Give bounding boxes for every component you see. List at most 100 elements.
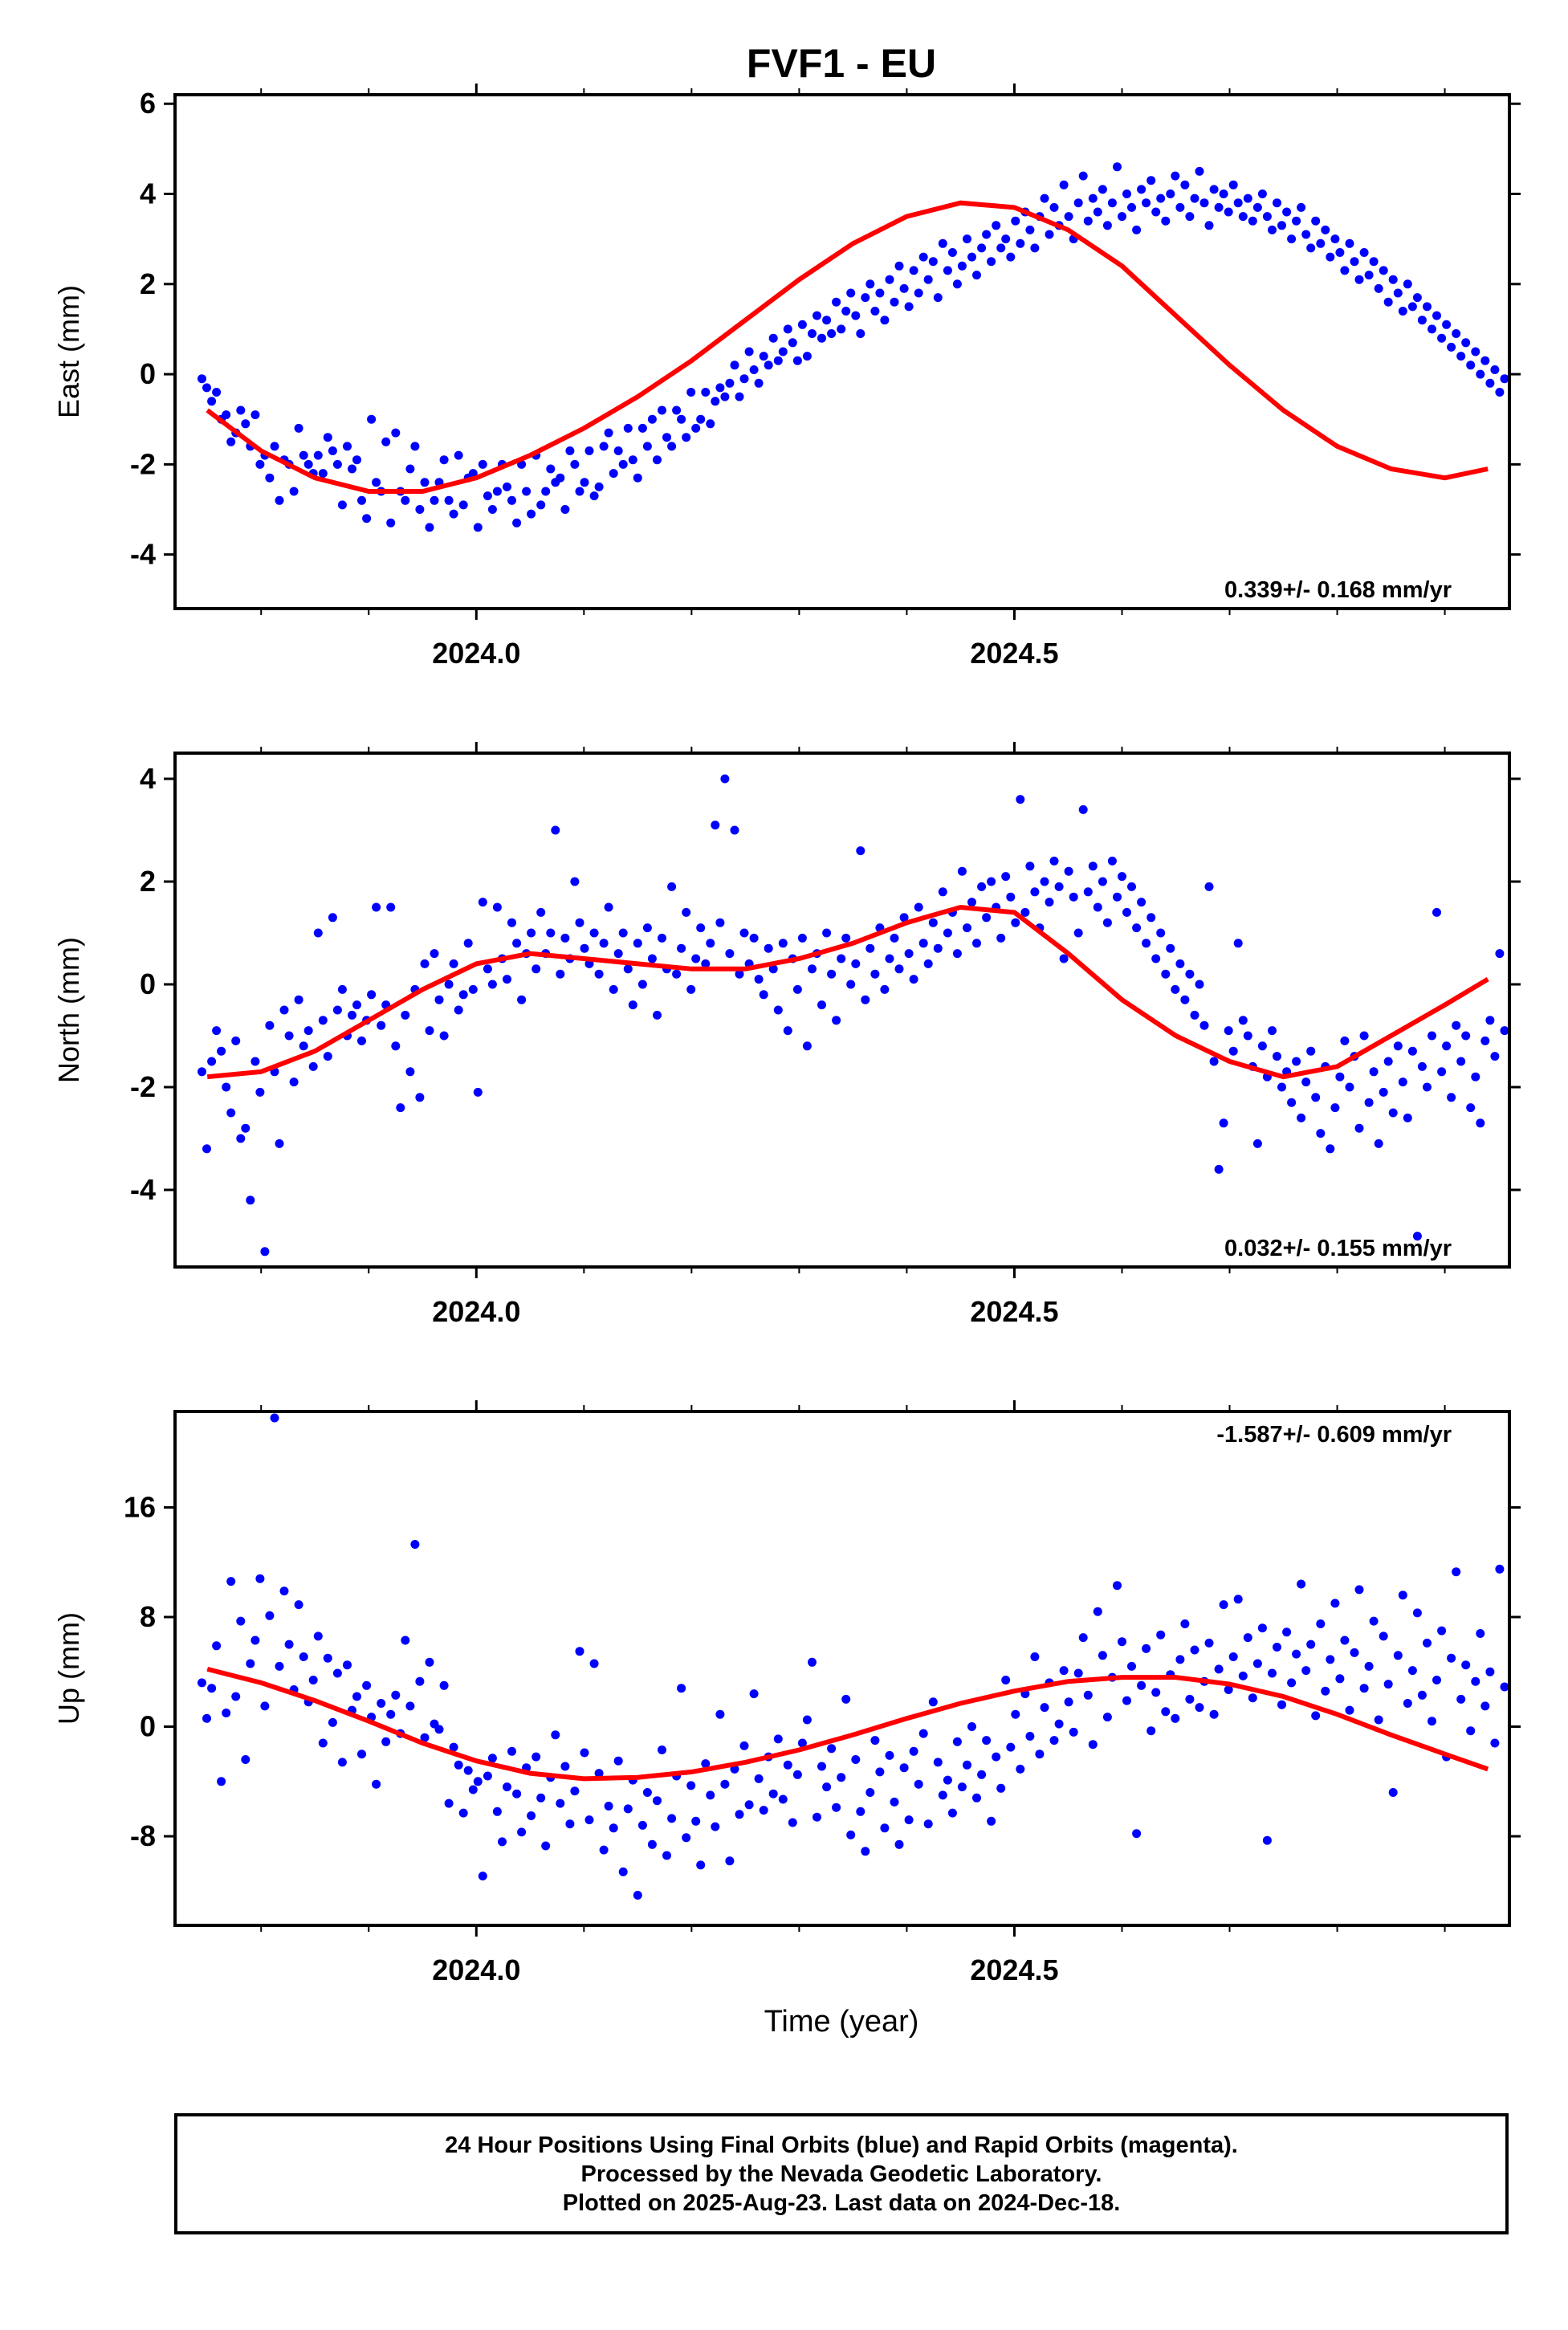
north-data-point [1049, 856, 1059, 866]
north-data-point [236, 1134, 246, 1143]
east-data-point [473, 523, 483, 532]
north-data-point [1093, 902, 1102, 912]
north-data-point [749, 933, 759, 943]
east-data-point [487, 505, 497, 514]
up-data-point [377, 1699, 386, 1708]
north-data-point [613, 949, 623, 959]
up-data-point [1461, 1660, 1471, 1670]
east-x-tick-label: 2024.5 [970, 637, 1058, 670]
up-data-point [386, 1709, 396, 1719]
north-data-point [1268, 1026, 1277, 1036]
east-data-point [647, 414, 657, 424]
north-data-point [1122, 907, 1131, 917]
east-data-point [662, 433, 671, 442]
east-data-point [1016, 238, 1025, 248]
east-data-point [1156, 193, 1166, 203]
north-data-point [323, 1052, 332, 1061]
east-data-point [1204, 221, 1214, 230]
up-data-point [841, 1694, 851, 1704]
up-data-point [1113, 1581, 1122, 1591]
east-data-point [1248, 216, 1257, 226]
east-data-point [1297, 202, 1306, 212]
east-data-point [250, 410, 260, 420]
north-data-point [1297, 1113, 1306, 1122]
up-data-point [584, 1815, 594, 1825]
up-data-point [1243, 1633, 1252, 1643]
up-data-point [1233, 1595, 1243, 1604]
up-data-point [1277, 1700, 1286, 1709]
east-data-point [352, 455, 361, 465]
north-fit-curve [206, 904, 1489, 1080]
up-data-point [1330, 1599, 1340, 1608]
north-data-point [589, 928, 599, 938]
up-data-point [420, 1733, 430, 1742]
up-data-point [503, 1782, 511, 1792]
east-data-point [401, 495, 410, 505]
up-data-point [1292, 1649, 1301, 1659]
north-data-point [1199, 1020, 1209, 1030]
north-data-point [1006, 892, 1016, 902]
east-data-point [894, 261, 904, 271]
up-data-point [1132, 1829, 1142, 1839]
up-data-point [246, 1659, 255, 1668]
north-data-point [1083, 887, 1093, 897]
up-data-point [832, 1802, 841, 1812]
up-data-point [1030, 1652, 1040, 1661]
north-data-point [1369, 1067, 1379, 1077]
east-data-point [1282, 207, 1292, 217]
north-data-point [706, 939, 715, 948]
up-data-point [744, 1800, 754, 1810]
east-data-point [963, 234, 971, 244]
north-data-point [977, 882, 987, 891]
east-data-point [1118, 212, 1126, 222]
up-data-point [677, 1684, 686, 1693]
up-data-point [449, 1742, 458, 1752]
up-data-point [1490, 1738, 1500, 1748]
east-y-tick-label: -2 [130, 447, 156, 480]
east-data-point [735, 392, 744, 401]
footer-line-2: Processed by the Nevada Geodetic Laborat… [580, 2161, 1102, 2187]
north-data-point [628, 1000, 637, 1010]
north-data-point [1195, 980, 1204, 989]
up-data-point [875, 1767, 885, 1777]
east-data-point [328, 446, 337, 455]
up-data-point [284, 1640, 294, 1649]
north-data-point [808, 964, 817, 974]
east-data-point [764, 360, 773, 370]
up-data-point [410, 1540, 420, 1549]
north-rate-label: 0.032+/- 0.155 mm/yr [1224, 1236, 1452, 1261]
north-data-point [637, 980, 647, 989]
east-data-point [890, 297, 899, 307]
north-data-point [1171, 984, 1180, 994]
up-data-point [923, 1819, 933, 1829]
up-data-point [313, 1631, 323, 1641]
east-data-point [444, 495, 454, 505]
north-data-point [1456, 1057, 1466, 1066]
east-data-point [1369, 257, 1379, 267]
north-data-point [570, 877, 580, 886]
east-data-point [870, 307, 880, 316]
east-data-point [236, 405, 246, 415]
north-data-point [207, 1057, 217, 1066]
up-data-point [797, 1738, 807, 1748]
up-y-tick-label: -8 [130, 1819, 156, 1852]
east-data-point [212, 388, 222, 397]
east-rate-label: 0.339+/- 0.168 mm/yr [1224, 577, 1452, 603]
up-data-point [837, 1773, 846, 1782]
up-data-point [662, 1851, 671, 1860]
up-data-point [1471, 1676, 1480, 1686]
north-data-point [1045, 898, 1054, 907]
east-data-point [1113, 162, 1122, 172]
north-data-point [943, 928, 952, 938]
up-data-point [701, 1759, 711, 1769]
east-data-point [1277, 221, 1286, 230]
east-data-point [1049, 202, 1059, 212]
east-data-point [856, 329, 865, 338]
north-data-point [1442, 1041, 1452, 1051]
up-data-point [696, 1860, 706, 1870]
up-data-point [483, 1771, 492, 1781]
north-data-point [957, 866, 967, 876]
east-data-point [1423, 302, 1432, 312]
up-data-point [933, 1758, 943, 1767]
north-data-point [754, 975, 764, 984]
